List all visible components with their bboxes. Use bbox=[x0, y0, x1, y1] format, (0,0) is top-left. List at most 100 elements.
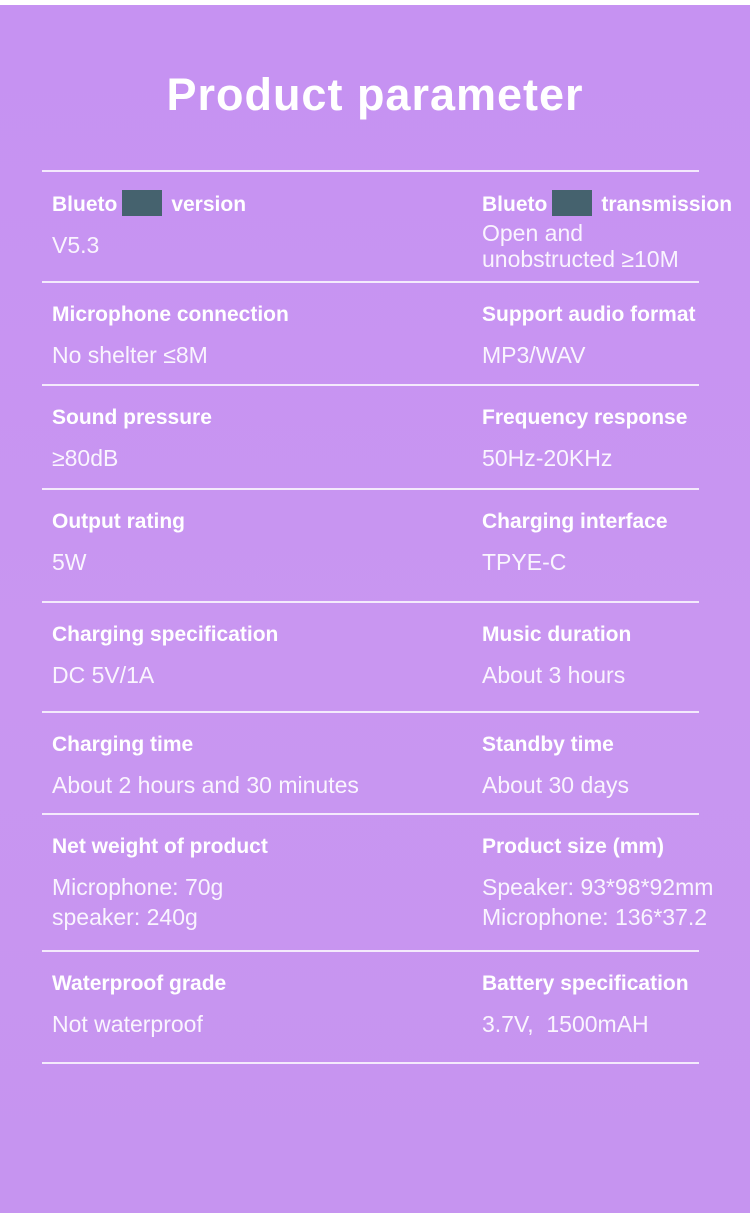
spec-label-text: Waterproof grade bbox=[52, 972, 227, 995]
spec-value-line: speaker: 240g bbox=[52, 904, 198, 930]
spec-value: 3.7V, 1500mAH bbox=[482, 1009, 699, 1039]
spec-value-line: About 2 hours and 30 minutes bbox=[52, 772, 359, 798]
spec-label: Charging interface bbox=[482, 508, 699, 535]
spec-label-text: Support audio format bbox=[482, 303, 696, 326]
spec-cell-right: Battery specification 3.7V, 1500mAH bbox=[472, 952, 699, 1062]
spec-label: Battery specification bbox=[482, 970, 699, 997]
spec-label-text: Blueto bbox=[52, 193, 118, 216]
spec-row: Microphone connection No shelter ≤8M Suppo… bbox=[42, 283, 699, 386]
spec-value: DC 5V/1A bbox=[52, 660, 472, 690]
spec-label: Blueto transmission bbox=[482, 190, 732, 218]
spec-value-line: 50Hz-20KHz bbox=[482, 445, 613, 471]
spec-cell-right: Support audio format MP3/WAV bbox=[472, 283, 699, 384]
spec-value-line: Microphone: 136*37.2 bbox=[482, 904, 708, 930]
spec-cell-left: Output rating 5W bbox=[42, 490, 472, 601]
spec-table: Blueto version V5.3 Blueto transmission Open … bbox=[42, 170, 732, 1064]
spec-cell-right: Music duration About 3 hours bbox=[472, 603, 699, 711]
spec-label-text: Net weight of product bbox=[52, 835, 268, 858]
header: Product parameter bbox=[0, 5, 750, 170]
spec-value: V5.3 bbox=[52, 230, 472, 260]
spec-value: 5W bbox=[52, 547, 472, 577]
spec-label-text: version bbox=[171, 193, 247, 216]
spec-value-line: V5.3 bbox=[52, 232, 100, 258]
spec-label: Sound pressure bbox=[52, 404, 472, 431]
spec-label: Frequency response bbox=[482, 404, 699, 431]
spec-label: Product size (mm) bbox=[482, 833, 713, 860]
spec-row: Sound pressure ≥80dB Frequency response 50H… bbox=[42, 386, 699, 490]
spec-cell-right: Frequency response 50Hz-20KHz bbox=[472, 386, 699, 488]
spec-label-text: Music duration bbox=[482, 623, 632, 646]
spec-label-text: Charging time bbox=[52, 733, 194, 756]
spec-value-line: ≥80dB bbox=[52, 445, 119, 471]
spec-label-text: transmission bbox=[601, 193, 733, 216]
spec-value-line: About 3 hours bbox=[482, 662, 626, 688]
spec-row: Blueto version V5.3 Blueto transmission Open … bbox=[42, 172, 732, 283]
spec-cell-left: Blueto version V5.3 bbox=[42, 172, 472, 281]
spec-value: About 2 hours and 30 minutes bbox=[52, 770, 472, 800]
spec-row: Output rating 5W Charging interface TPYE-C bbox=[42, 490, 699, 603]
spec-value: 50Hz-20KHz bbox=[482, 443, 699, 473]
spec-value: Open and unobstructed ≥10M bbox=[482, 220, 732, 272]
spec-value: Speaker: 93*98*92mm Microphone: 136*37.2 bbox=[482, 872, 713, 932]
page-title: Product parameter bbox=[166, 68, 584, 120]
spec-value: No shelter ≤8M bbox=[52, 340, 472, 370]
spec-row: Net weight of product Microphone: 70g spea… bbox=[42, 815, 713, 952]
spec-cell-right: Charging interface TPYE-C bbox=[472, 490, 699, 601]
spec-value-line: unobstructed ≥10M bbox=[482, 246, 679, 272]
spec-label-text: Output rating bbox=[52, 510, 185, 533]
top-white-strip bbox=[0, 0, 750, 5]
spec-row: Charging specification DC 5V/1A Music dura… bbox=[42, 603, 699, 713]
spec-label-text: Product size (mm) bbox=[482, 835, 665, 858]
spec-label: Waterproof grade bbox=[52, 970, 472, 997]
spec-value-line: TPYE-C bbox=[482, 549, 567, 575]
spec-cell-left: Net weight of product Microphone: 70g spea… bbox=[42, 815, 472, 950]
spec-value-line: Microphone: 70g bbox=[52, 874, 224, 900]
spec-value-line: Not waterproof bbox=[52, 1011, 203, 1037]
spec-value: About 3 hours bbox=[482, 660, 699, 690]
spec-value: About 30 days bbox=[482, 770, 699, 800]
spec-cell-left: Charging specification DC 5V/1A bbox=[42, 603, 472, 711]
spec-value-line: MP3/WAV bbox=[482, 342, 586, 368]
spec-label: Charging time bbox=[52, 731, 472, 758]
censor-box bbox=[122, 190, 163, 216]
spec-label-text: Sound pressure bbox=[52, 406, 212, 429]
spec-value: TPYE-C bbox=[482, 547, 699, 577]
spec-cell-right: Standby time About 30 days bbox=[472, 713, 699, 813]
spec-cell-left: Microphone connection No shelter ≤8M bbox=[42, 283, 472, 384]
spec-label: Charging specification bbox=[52, 621, 472, 648]
spec-label: Music duration bbox=[482, 621, 699, 648]
spec-value: MP3/WAV bbox=[482, 340, 699, 370]
spec-label-text: Microphone connection bbox=[52, 303, 289, 326]
spec-cell-left: Charging time About 2 hours and 30 minute… bbox=[42, 713, 472, 813]
spec-value-line: Open and bbox=[482, 220, 584, 246]
spec-value-line: No shelter ≤8M bbox=[52, 342, 208, 368]
spec-label-text: Standby time bbox=[482, 733, 614, 756]
spec-row: Charging time About 2 hours and 30 minute… bbox=[42, 713, 699, 815]
spec-label-text: Blueto bbox=[482, 193, 548, 216]
spec-value: Not waterproof bbox=[52, 1009, 472, 1039]
censor-box bbox=[552, 190, 593, 216]
spec-label-text: Frequency response bbox=[482, 406, 688, 429]
spec-value: ≥80dB bbox=[52, 443, 472, 473]
spec-label: Net weight of product bbox=[52, 833, 472, 860]
spec-cell-left: Waterproof grade Not waterproof bbox=[42, 952, 472, 1062]
spec-label: Standby time bbox=[482, 731, 699, 758]
spec-cell-left: Sound pressure ≥80dB bbox=[42, 386, 472, 488]
spec-label: Blueto version bbox=[52, 190, 472, 218]
spec-row: Waterproof grade Not waterproof Battery sp… bbox=[42, 952, 699, 1064]
spec-label: Support audio format bbox=[482, 301, 699, 328]
spec-label-text: Battery specification bbox=[482, 972, 689, 995]
spec-cell-right: Product size (mm) Speaker: 93*98*92mm Micr… bbox=[472, 815, 713, 950]
spec-value-line: 3.7V, 1500mAH bbox=[482, 1011, 649, 1037]
spec-value-line: DC 5V/1A bbox=[52, 662, 155, 688]
spec-value-line: 5W bbox=[52, 549, 87, 575]
spec-value-line: Speaker: 93*98*92mm bbox=[482, 874, 714, 900]
spec-value: Microphone: 70g speaker: 240g bbox=[52, 872, 472, 932]
spec-cell-right: Blueto transmission Open and unobstructed ≥… bbox=[472, 172, 732, 281]
spec-label: Microphone connection bbox=[52, 301, 472, 328]
spec-label-text: Charging specification bbox=[52, 623, 279, 646]
purple-panel: Product parameter Blueto version V5.3 Bluet… bbox=[0, 5, 750, 1213]
bottom-white-strip bbox=[0, 1213, 750, 1231]
spec-value-line: About 30 days bbox=[482, 772, 630, 798]
